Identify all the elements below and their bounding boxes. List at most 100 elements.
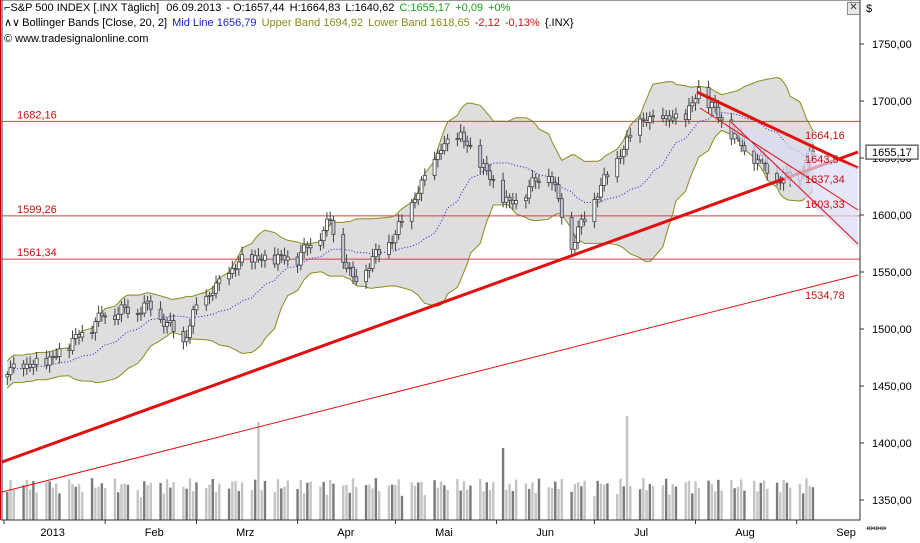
candle-body — [550, 176, 554, 184]
volume-bar — [306, 482, 309, 520]
volume-bar — [739, 479, 743, 520]
candle-body — [409, 202, 414, 222]
candle-body — [295, 256, 300, 266]
candle-body — [217, 278, 222, 284]
candle-body — [442, 143, 447, 151]
volume-bar — [273, 492, 276, 520]
volume-bar — [733, 488, 736, 520]
candle-body — [432, 159, 437, 176]
candle-body — [126, 306, 130, 314]
volume-bar — [126, 484, 130, 520]
volume-bar — [707, 480, 710, 520]
candle-body — [99, 312, 104, 317]
volume-bar — [94, 487, 97, 520]
volume-bar — [51, 487, 55, 520]
candle-body — [370, 256, 375, 269]
volume-bar — [208, 484, 211, 520]
volume-bar — [710, 484, 714, 520]
candle-body — [553, 182, 558, 186]
volume-bar — [550, 488, 554, 520]
candle-body — [661, 115, 665, 119]
volume-bar — [593, 496, 596, 520]
volume-bar — [159, 482, 162, 520]
candle-body — [514, 200, 519, 205]
volume-bar — [779, 492, 782, 520]
candle-body — [103, 315, 108, 318]
volume-bar — [465, 489, 469, 520]
candle-body — [533, 177, 538, 182]
candle-body — [732, 133, 737, 140]
header-low: L:1640,62 — [345, 2, 395, 14]
candle-body — [641, 118, 646, 121]
candle-body — [344, 261, 349, 269]
volume-bar — [756, 491, 759, 520]
volume-bar — [446, 489, 449, 520]
volume-bar — [205, 488, 208, 520]
candle-body — [400, 220, 404, 223]
volume-bar — [596, 480, 599, 520]
candle-body — [455, 138, 460, 141]
candle-body — [240, 254, 245, 263]
volume-bar — [6, 492, 9, 520]
candle-body — [351, 266, 355, 278]
volume-bar — [195, 482, 198, 520]
candle-body — [93, 321, 98, 334]
volume-bar — [638, 489, 642, 520]
volume-bar — [332, 483, 335, 520]
level-label-1561: 1561,34 — [17, 247, 57, 259]
candle-body — [504, 196, 509, 203]
indicator-icon: ∧∨ — [4, 17, 21, 29]
bollinger-mid-line — [6, 111, 814, 376]
candle-body — [276, 254, 280, 265]
candle-body — [73, 334, 78, 339]
volume-bar — [371, 488, 374, 520]
header-high: H:1664,83 — [289, 2, 341, 14]
candle-body — [57, 348, 62, 357]
volume-bar — [456, 478, 459, 520]
volume-bar — [90, 478, 94, 520]
volume-bar — [801, 493, 805, 520]
volume-bar — [302, 493, 306, 520]
volume-bar — [417, 482, 420, 520]
volume-bar — [165, 479, 169, 520]
close-icon[interactable]: ✕ — [847, 2, 860, 15]
candle-body — [377, 249, 382, 255]
candle-body — [537, 180, 541, 183]
volume-bar — [250, 490, 254, 520]
candle-body — [135, 313, 140, 315]
bollinger-band-fill — [7, 77, 814, 389]
price-tick-label: 1350,00 — [872, 495, 912, 507]
time-tick-label: Feb — [145, 527, 164, 539]
volume-bar — [482, 491, 485, 520]
candle-body — [465, 140, 470, 146]
volume-bar — [103, 487, 107, 520]
candle-body — [664, 115, 669, 119]
volume-bar — [443, 485, 446, 520]
volume-bar — [413, 485, 417, 520]
candle-body — [716, 106, 721, 118]
volume-bar — [257, 422, 260, 520]
candle-body — [263, 254, 267, 261]
header-mid: Mid Line 1656,79 — [172, 17, 257, 29]
volume-bar — [811, 487, 815, 520]
volume-bar — [32, 481, 35, 520]
candle-body — [615, 157, 620, 178]
candle-body — [51, 356, 55, 359]
volume-bar — [116, 492, 120, 520]
candle-body — [77, 334, 81, 338]
volume-bar — [400, 495, 404, 520]
candle-body — [690, 102, 695, 107]
candle-body — [227, 273, 231, 280]
candle-body — [709, 101, 714, 109]
candle-body — [638, 118, 642, 136]
candle-body — [145, 300, 150, 304]
volume-bar — [299, 479, 303, 520]
volume-bar — [619, 478, 622, 520]
price-tick-label: 1700,00 — [872, 96, 912, 108]
volume-bar — [218, 483, 221, 520]
volume-bar — [9, 479, 12, 520]
volume-bar — [146, 485, 149, 520]
volume-bar — [100, 483, 104, 520]
scroll-arrows-icon[interactable]: ⇹⇹⇹ — [866, 523, 887, 533]
volume-bar — [68, 479, 71, 520]
